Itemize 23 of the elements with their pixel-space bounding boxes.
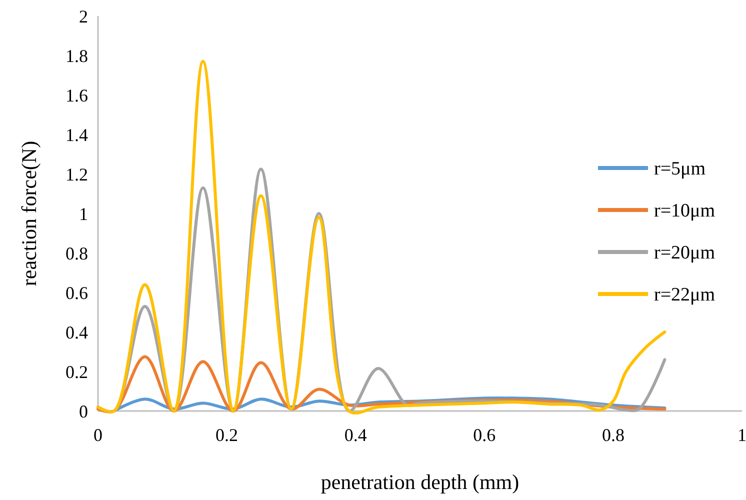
x-tick-label: 0.6 bbox=[473, 425, 496, 445]
legend-label: r=5μm bbox=[654, 158, 706, 180]
x-tick-label: 1 bbox=[738, 425, 746, 445]
y-tick-label: 0.2 bbox=[66, 362, 88, 382]
legend-label: r=20μm bbox=[654, 242, 716, 264]
y-tick-label: 1.4 bbox=[66, 124, 88, 145]
y-tick-label: 1.2 bbox=[66, 164, 88, 184]
legend-label: r=22μm bbox=[654, 284, 716, 306]
y-tick-label: 0.6 bbox=[66, 282, 88, 303]
x-axis-title: penetration depth (mm) bbox=[320, 470, 520, 494]
y-tick-label: 1 bbox=[79, 204, 88, 224]
x-tick-label: 0 bbox=[94, 425, 102, 445]
legend-label: r=10μm bbox=[654, 200, 716, 222]
x-tick-label: 0.4 bbox=[344, 425, 367, 445]
y-axis-title: reaction force(N) bbox=[17, 140, 41, 286]
x-tick-label: 0.2 bbox=[216, 425, 238, 445]
y-tick-label: 0 bbox=[79, 401, 88, 422]
x-tick-label: 0.8 bbox=[602, 425, 624, 445]
y-tick-label: 1.8 bbox=[66, 46, 88, 66]
y-tick-label: 1.6 bbox=[66, 85, 88, 106]
y-tick-label: 0.8 bbox=[66, 243, 88, 264]
y-tick-label: 0.4 bbox=[66, 322, 88, 342]
y-tick-label: 2 bbox=[79, 6, 88, 26]
